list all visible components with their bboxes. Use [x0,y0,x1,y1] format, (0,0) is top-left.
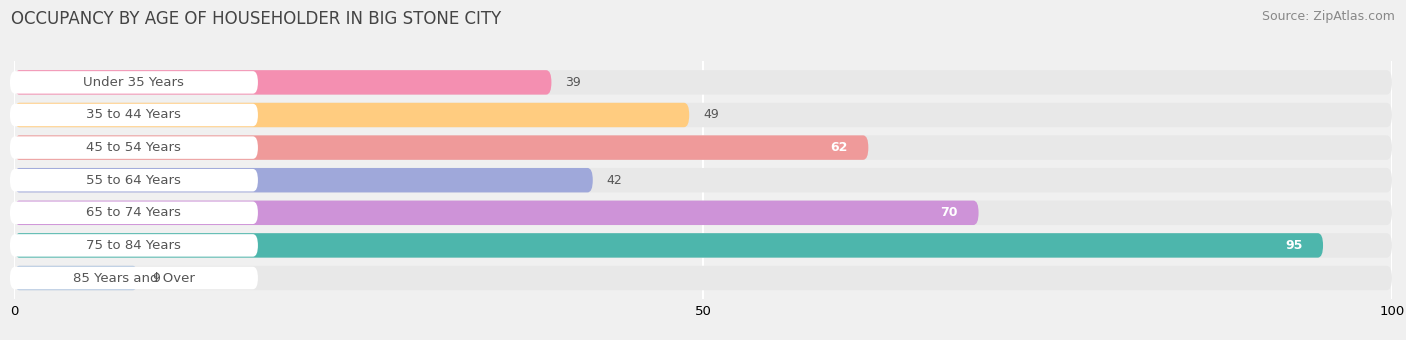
FancyBboxPatch shape [14,201,979,225]
FancyBboxPatch shape [14,168,1392,192]
Text: 85 Years and Over: 85 Years and Over [73,272,195,285]
FancyBboxPatch shape [14,233,1392,258]
FancyBboxPatch shape [10,71,257,94]
FancyBboxPatch shape [14,70,1392,95]
FancyBboxPatch shape [10,202,257,224]
FancyBboxPatch shape [10,136,257,159]
FancyBboxPatch shape [14,103,689,127]
FancyBboxPatch shape [14,103,1392,127]
Text: 55 to 64 Years: 55 to 64 Years [87,174,181,187]
Text: 9: 9 [152,272,160,285]
FancyBboxPatch shape [10,169,257,191]
FancyBboxPatch shape [14,266,1392,290]
Text: 49: 49 [703,108,718,121]
Text: 95: 95 [1285,239,1302,252]
FancyBboxPatch shape [10,104,257,126]
FancyBboxPatch shape [14,135,1392,160]
Text: Source: ZipAtlas.com: Source: ZipAtlas.com [1261,10,1395,23]
Text: 35 to 44 Years: 35 to 44 Years [87,108,181,121]
Text: Under 35 Years: Under 35 Years [83,76,184,89]
Text: OCCUPANCY BY AGE OF HOUSEHOLDER IN BIG STONE CITY: OCCUPANCY BY AGE OF HOUSEHOLDER IN BIG S… [11,10,502,28]
FancyBboxPatch shape [14,135,869,160]
Text: 70: 70 [941,206,957,219]
FancyBboxPatch shape [14,70,551,95]
Text: 62: 62 [831,141,848,154]
Text: 42: 42 [606,174,623,187]
FancyBboxPatch shape [14,201,1392,225]
FancyBboxPatch shape [14,233,1323,258]
FancyBboxPatch shape [10,234,257,257]
FancyBboxPatch shape [14,266,138,290]
Text: 39: 39 [565,76,581,89]
Text: 45 to 54 Years: 45 to 54 Years [87,141,181,154]
FancyBboxPatch shape [14,168,593,192]
Text: 75 to 84 Years: 75 to 84 Years [87,239,181,252]
Text: 65 to 74 Years: 65 to 74 Years [87,206,181,219]
FancyBboxPatch shape [10,267,257,289]
